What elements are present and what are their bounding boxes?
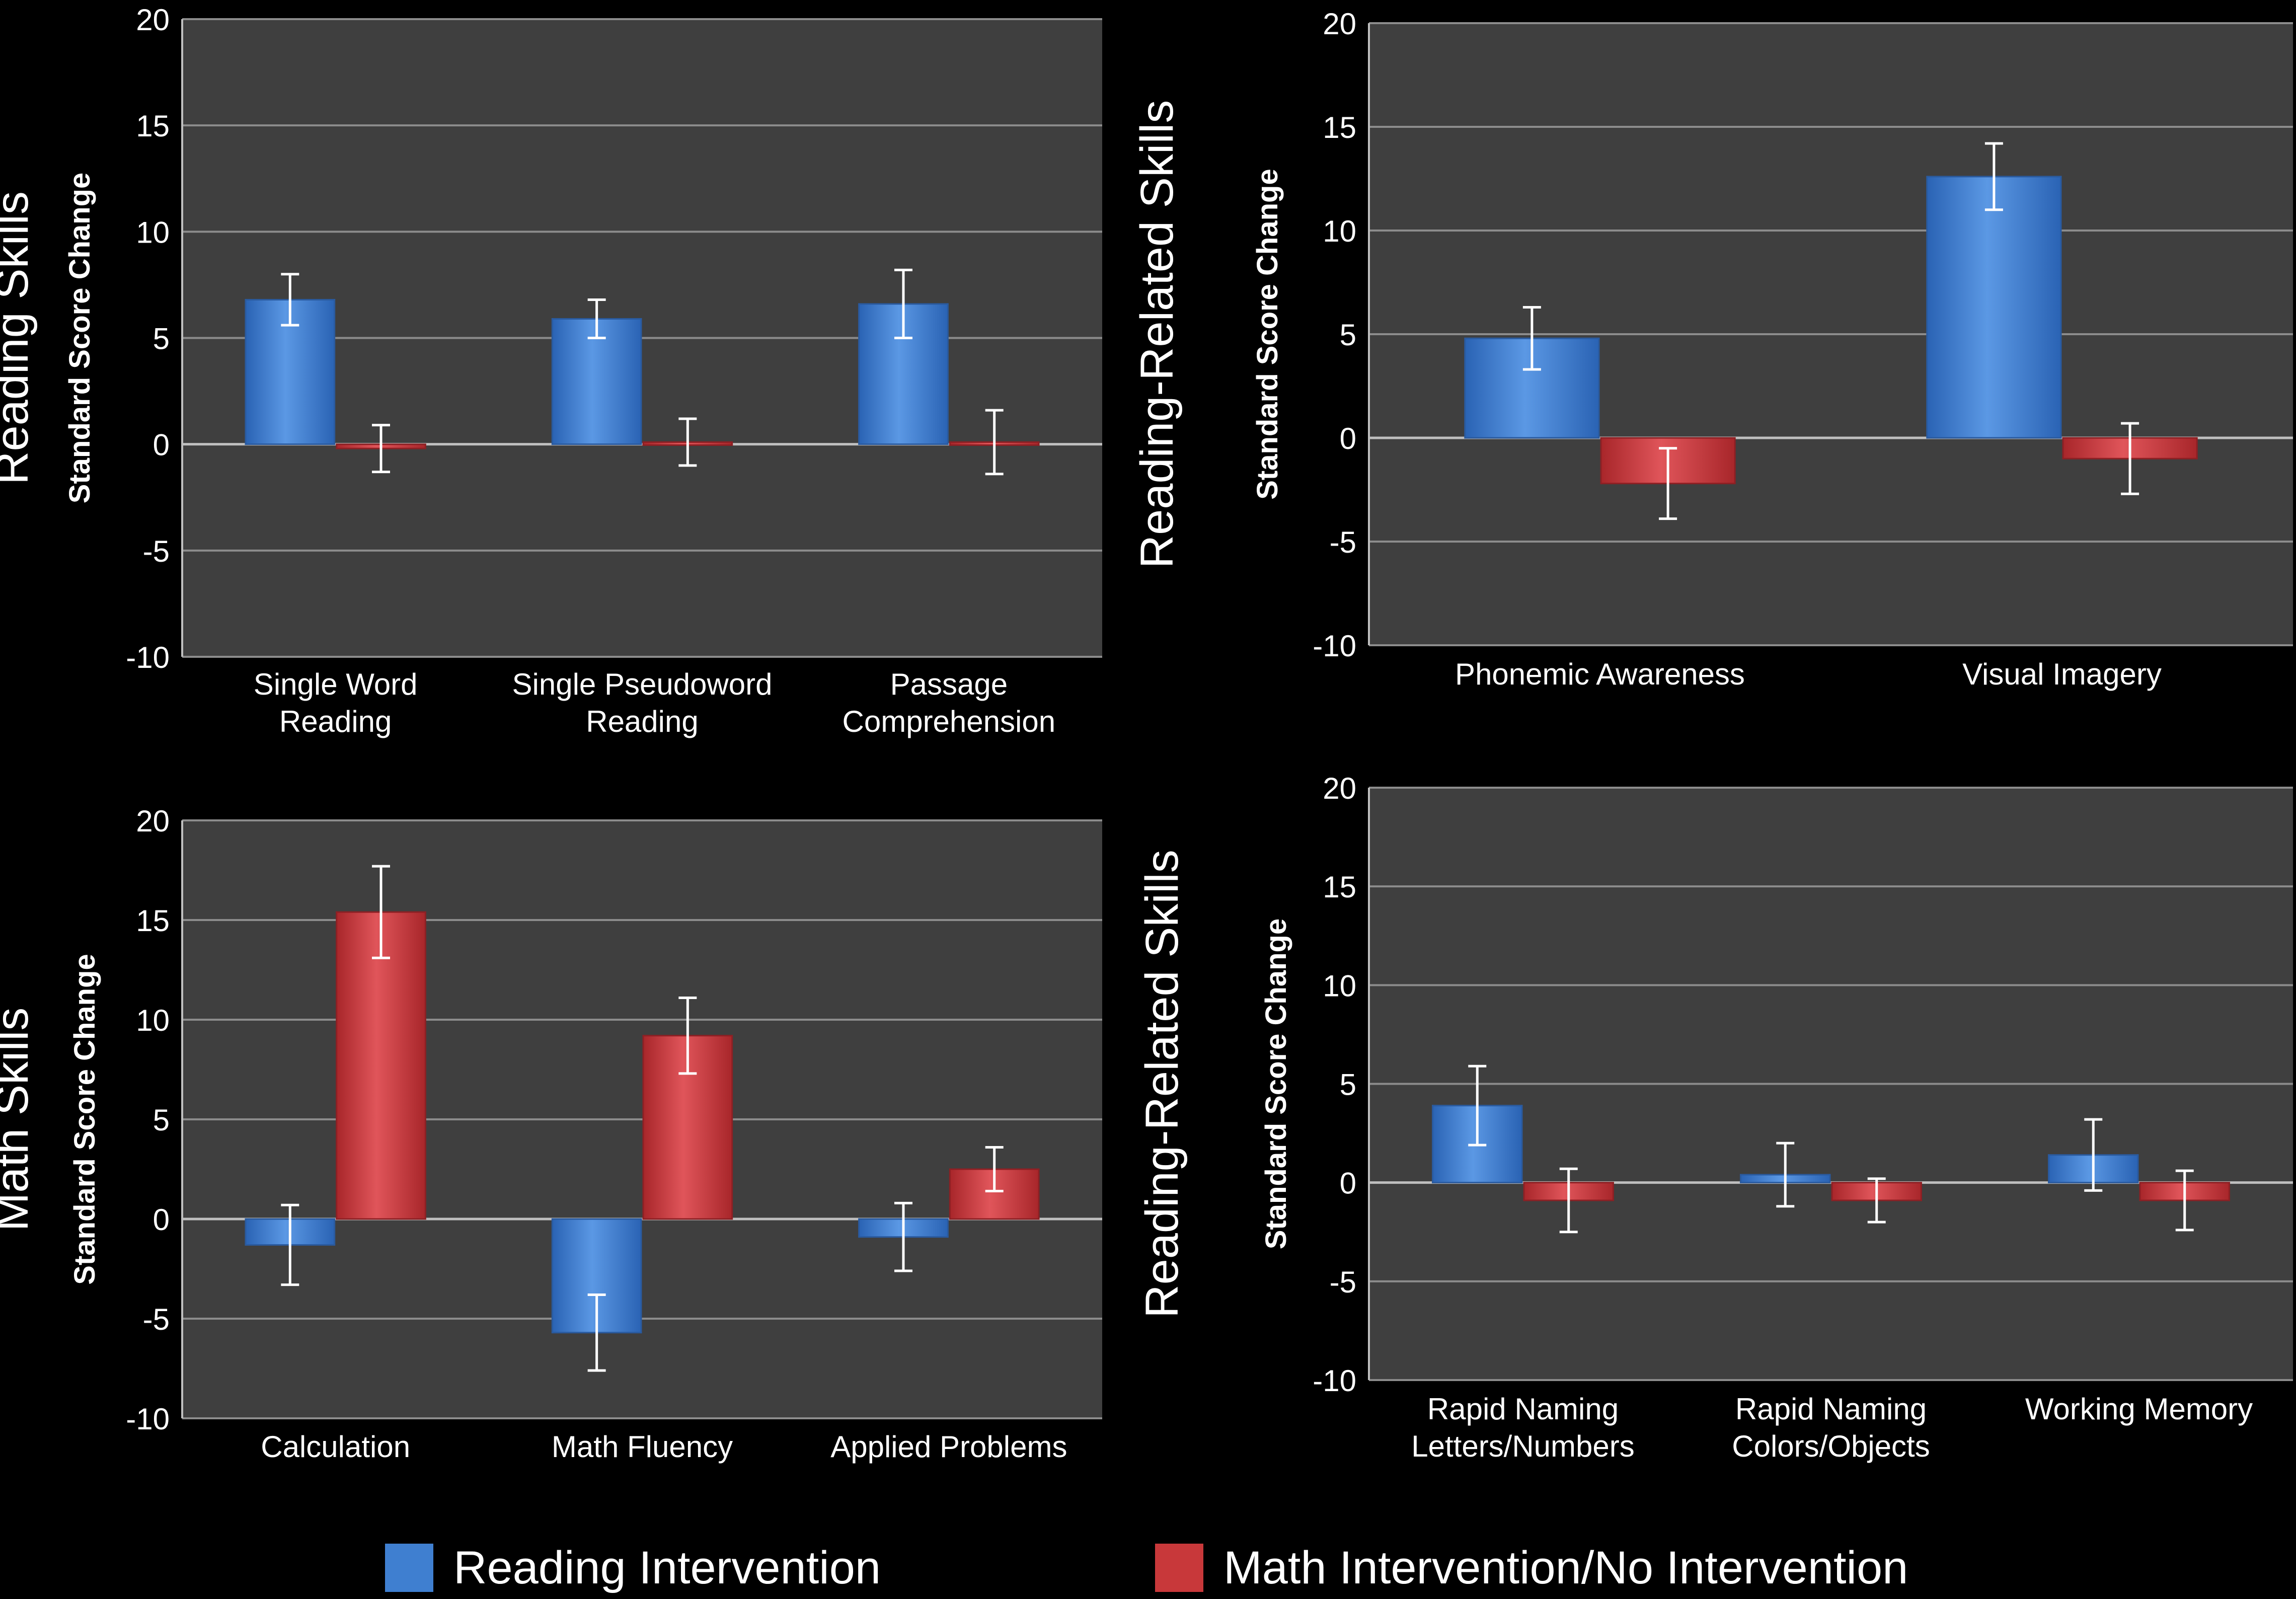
category-label: Working Memory [2025, 1392, 2253, 1426]
chart-title: Reading-Related Skills [1131, 100, 1183, 569]
category-label: Single Word [254, 667, 418, 701]
y-tick-label: 20 [136, 804, 170, 838]
chart-reading-related-2: 20 15 10 5 0 -5 -10 Reading-Related Skills Stand… [1136, 772, 2293, 1463]
y-tick-label: 0 [1340, 422, 1356, 455]
y-tick-label: 5 [153, 1103, 170, 1137]
category-label: Applied Problems [830, 1430, 1067, 1464]
y-tick-label: 20 [1323, 7, 1356, 41]
y-tick-label: 20 [1323, 772, 1356, 805]
y-tick-label: -5 [1330, 1265, 1356, 1299]
category-label: Phonemic Awareness [1455, 657, 1745, 691]
chart-title: Math Skills [0, 1008, 38, 1232]
y-tick-label: 20 [136, 3, 170, 37]
y-axis-label: Standard Score Change [68, 954, 101, 1284]
y-axis-label: Standard Score Change [63, 173, 96, 503]
y-tick-label: 5 [1340, 1068, 1356, 1102]
y-tick-label: 15 [136, 109, 170, 143]
y-tick-label: 0 [153, 428, 170, 462]
legend-reading-label: Reading Intervention [453, 1542, 881, 1593]
category-label: Letters/Numbers [1411, 1429, 1635, 1463]
category-label: Rapid Naming [1427, 1392, 1619, 1426]
chart-title: Reading-Related Skills [1136, 850, 1188, 1318]
category-label: Colors/Objects [1732, 1429, 1930, 1463]
legend-math-swatch [1155, 1544, 1203, 1592]
category-label: Comprehension [843, 705, 1056, 738]
bar-reading [551, 318, 642, 445]
y-axis-label: Standard Score Change [1260, 919, 1292, 1249]
y-tick-label: 15 [1323, 111, 1356, 144]
y-axis-label: Standard Score Change [1251, 169, 1284, 499]
y-tick-label: 10 [136, 215, 170, 249]
category-label: Reading [586, 705, 699, 738]
legend-math-label: Math Intervention/No Intervention [1223, 1542, 1908, 1593]
y-tick-label: 15 [1323, 870, 1356, 904]
category-label: Rapid Naming [1735, 1392, 1927, 1426]
y-tick-label: 0 [153, 1203, 170, 1237]
category-label: Single Pseudoword [512, 667, 772, 701]
y-tick-label: 10 [1323, 214, 1356, 248]
chart-math-skills: 20 15 10 5 0 -5 -10 Math Skills Standard Score C… [0, 804, 1102, 1464]
y-tick-label: -5 [1330, 525, 1356, 559]
y-tick-label: -10 [1313, 629, 1356, 663]
category-label: Math Fluency [552, 1430, 733, 1464]
bar-reading [1926, 176, 2062, 439]
category-label: Passage [890, 667, 1008, 701]
y-tick-label: -5 [143, 1303, 170, 1336]
y-tick-label: 5 [153, 322, 170, 356]
legend-math: Math Intervention/No Intervention [1155, 1540, 1908, 1595]
y-tick-label: 10 [1323, 969, 1356, 1003]
y-tick-label: 5 [1340, 318, 1356, 352]
y-tick-label: 10 [136, 1004, 170, 1037]
y-tick-label: 15 [136, 904, 170, 938]
y-tick-label: 0 [1340, 1167, 1356, 1200]
y-tick-label: -10 [126, 641, 170, 674]
y-tick-label: -10 [1313, 1364, 1356, 1398]
category-label: Calculation [261, 1430, 410, 1464]
y-tick-label: -5 [143, 535, 170, 568]
legend-reading-swatch [385, 1544, 433, 1592]
chart-title: Reading Skills [0, 191, 38, 485]
y-tick-label: -10 [126, 1402, 170, 1436]
chart-reading-related-1: 20 15 10 5 0 -5 -10 Reading-Related Skills Stand… [1131, 7, 2293, 691]
category-label: Reading [279, 705, 392, 738]
category-label: Visual Imagery [1962, 657, 2162, 691]
legend-reading: Reading Intervention [385, 1540, 881, 1595]
chart-reading-skills: 20 15 10 5 0 -5 -10 Reading Skills Standard Scor… [0, 3, 1102, 738]
bar-math [336, 911, 426, 1220]
